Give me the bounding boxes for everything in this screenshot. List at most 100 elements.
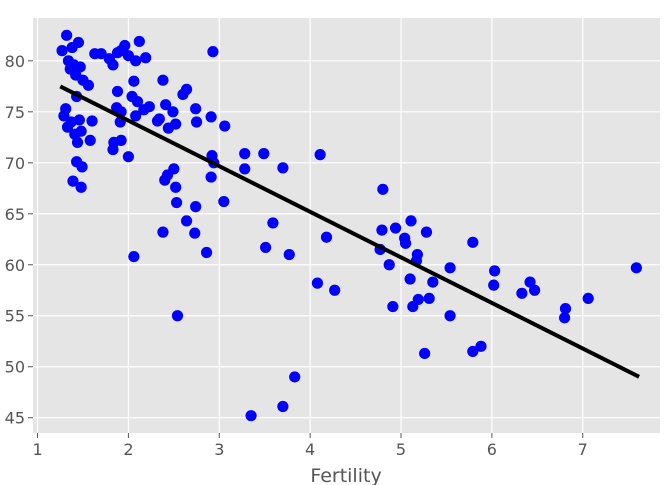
data-point [444, 262, 456, 274]
data-point [160, 99, 172, 111]
data-point [72, 36, 85, 49]
y-tick-label: 70 [5, 154, 25, 173]
data-point [180, 83, 193, 95]
data-point [258, 148, 270, 160]
data-point [56, 45, 68, 57]
data-point [119, 39, 131, 52]
x-tick-label: 5 [396, 440, 406, 459]
data-point [376, 224, 388, 236]
data-point [311, 277, 324, 289]
data-point [582, 292, 594, 305]
x-tick-label: 6 [487, 440, 497, 459]
data-point [277, 162, 289, 174]
x-tick-label: 3 [214, 440, 224, 459]
data-point [404, 273, 416, 285]
data-point [171, 310, 184, 322]
x-tick-label: 2 [123, 440, 133, 459]
data-point [71, 136, 84, 148]
y-ticks: 45 50 55 60 65 70 75 80 [5, 52, 33, 428]
data-point [420, 226, 433, 238]
y-tick-label: 65 [5, 205, 25, 224]
data-point [239, 163, 251, 175]
data-point [170, 181, 182, 193]
y-tick-label: 50 [5, 358, 25, 377]
data-point [218, 195, 230, 208]
data-point [61, 29, 73, 41]
data-point [559, 303, 572, 315]
plot-background [33, 18, 660, 433]
data-point [488, 279, 500, 291]
data-point [529, 284, 541, 296]
data-point [387, 300, 399, 313]
data-point [558, 312, 571, 324]
data-point [444, 310, 456, 322]
data-point [277, 400, 289, 413]
data-point [383, 259, 395, 271]
data-point [419, 347, 431, 360]
data-point [143, 101, 155, 113]
x-tick-label: 7 [578, 440, 588, 459]
data-point [289, 371, 301, 383]
data-point [207, 46, 219, 58]
data-point [82, 79, 95, 91]
data-point [61, 121, 74, 133]
data-point [133, 35, 145, 48]
data-points [56, 29, 642, 422]
data-point [467, 345, 479, 358]
data-point [130, 55, 142, 67]
data-point [427, 276, 439, 288]
fit-line-group [59, 84, 640, 379]
data-point [267, 217, 279, 229]
data-point [95, 48, 107, 60]
data-point [399, 237, 412, 249]
data-point [190, 201, 202, 213]
data-point [115, 134, 127, 146]
data-point [205, 111, 217, 123]
data-point [524, 276, 536, 288]
y-tick-label: 75 [5, 103, 25, 122]
x-tick-label: 4 [305, 440, 315, 459]
data-point [200, 246, 213, 259]
data-point [189, 227, 201, 239]
data-point [151, 115, 164, 127]
data-point [107, 59, 119, 71]
data-point [122, 151, 135, 163]
data-point [320, 231, 333, 243]
data-point [389, 222, 402, 234]
data-point [159, 174, 171, 186]
data-point [76, 161, 88, 173]
data-point [84, 134, 96, 146]
data-point [140, 52, 152, 64]
data-point [314, 149, 326, 161]
data-point [170, 118, 182, 130]
data-point [170, 196, 183, 209]
data-point [73, 114, 85, 126]
data-point [630, 262, 642, 274]
data-point [157, 226, 169, 238]
data-point [205, 171, 217, 183]
y-tick-label: 55 [5, 307, 25, 326]
data-point [467, 236, 479, 248]
data-point [131, 96, 144, 108]
data-point [377, 183, 389, 195]
data-point [107, 143, 119, 156]
data-point [489, 265, 501, 277]
data-point [67, 175, 79, 187]
data-point [260, 241, 272, 254]
data-point [516, 287, 528, 299]
data-point [190, 103, 202, 115]
data-point [75, 181, 87, 193]
data-point [245, 410, 257, 422]
data-point [157, 74, 169, 86]
data-point [180, 215, 193, 227]
data-point [74, 61, 86, 73]
data-point [405, 215, 417, 227]
data-point [407, 300, 419, 313]
data-point [475, 340, 487, 352]
data-point [190, 116, 203, 128]
data-point [329, 284, 341, 296]
data-point [167, 106, 179, 118]
data-point [86, 115, 98, 127]
data-point [130, 110, 142, 122]
